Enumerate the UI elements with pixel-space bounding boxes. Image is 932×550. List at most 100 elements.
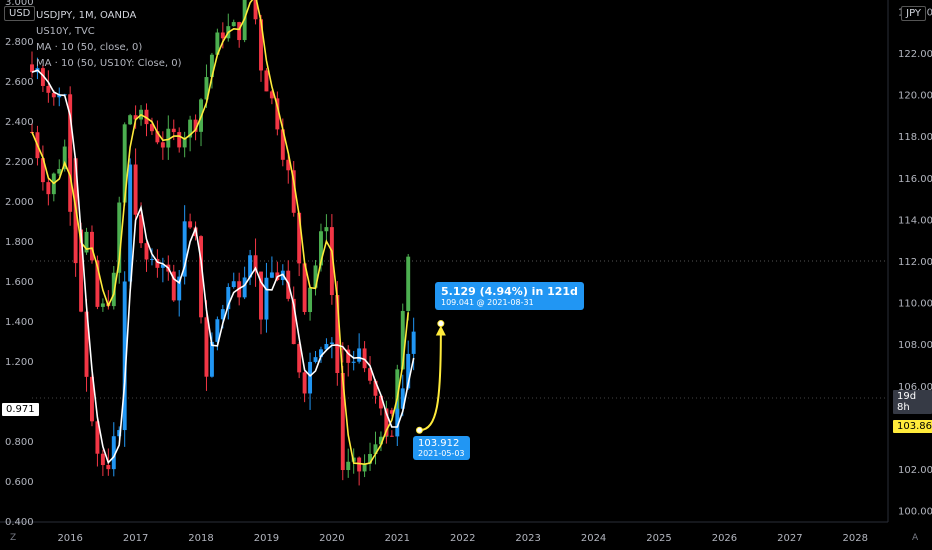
- legend-ma-us10y[interactable]: MA · 10 (50, US10Y: Close, 0): [36, 58, 182, 69]
- right-tick-label: 114.000: [898, 215, 932, 226]
- usdjpy-candles: [30, 51, 416, 477]
- us10y-candle: [406, 256, 411, 311]
- moving-average-lines: [31, 0, 415, 466]
- usdjpy-candle: [51, 92, 56, 98]
- us10y-candle: [357, 457, 362, 472]
- usdjpy-candle: [269, 272, 274, 278]
- left-tick-label: 1.600: [5, 277, 34, 288]
- us10y-candle: [378, 436, 383, 445]
- us10y-candle: [308, 287, 313, 313]
- us10y-candle: [319, 231, 323, 266]
- usdjpy-candle: [128, 164, 133, 282]
- projection-change: 5.129 (4.94%) in 121d: [441, 285, 578, 298]
- x-tick-label: 2023: [515, 533, 540, 544]
- legend-usdjpy[interactable]: USDJPY, 1M, OANDA: [36, 10, 137, 21]
- us10y-candle: [302, 263, 307, 313]
- us10y-candle: [204, 77, 209, 100]
- legend: USDJPY, 1M, OANDA US10Y, TVC MA · 10 (50…: [36, 8, 181, 72]
- usdjpy-candle: [220, 309, 225, 320]
- usdjpy-candle: [68, 94, 73, 159]
- usdjpy-candle: [209, 341, 214, 377]
- usdjpy-candle: [368, 368, 373, 381]
- left-currency-badge[interactable]: USD: [4, 6, 36, 21]
- us10y-candle: [166, 128, 171, 148]
- us10y-candle: [160, 142, 165, 148]
- usdjpy-candle: [106, 465, 111, 470]
- left-tick-label: 2.000: [5, 197, 34, 208]
- us10y-candle: [253, 0, 258, 20]
- usdjpy-candle: [324, 343, 329, 350]
- legend-us10y[interactable]: US10Y, TVC: [36, 26, 95, 37]
- us10y-candle: [90, 231, 94, 261]
- usdjpy-candle: [340, 348, 345, 350]
- usdjpy-candle: [329, 342, 334, 344]
- usdjpy-candle: [117, 430, 122, 437]
- ma-usdjpy-line: [31, 69, 415, 465]
- left-tick-label: 1.400: [5, 317, 34, 328]
- us10y-candle: [400, 310, 405, 370]
- usdjpy-candle: [302, 372, 307, 394]
- right-tick-label: 112.000: [898, 257, 932, 268]
- x-tick-label: 2027: [777, 533, 802, 544]
- usdjpy-candle: [395, 408, 400, 437]
- us10y-candle: [340, 372, 345, 471]
- us10y-candle: [324, 227, 329, 232]
- us10y-candle: [280, 129, 285, 160]
- us10y-candle: [286, 159, 291, 171]
- us10y-candle: [193, 119, 198, 132]
- us10y-candle: [215, 32, 220, 55]
- zoom-reset-icon[interactable]: Z: [10, 533, 17, 543]
- usdjpy-candle: [378, 395, 383, 409]
- us10y-candle: [117, 202, 122, 273]
- x-tick-label: 2021: [385, 533, 410, 544]
- us10y-candle: [346, 461, 351, 471]
- us10y-candle: [95, 260, 100, 307]
- usdjpy-candle: [46, 85, 51, 93]
- us10y-candle: [329, 227, 334, 296]
- us10y-candle: [209, 54, 214, 78]
- usdjpy-candle: [144, 243, 149, 260]
- legend-ma-usdjpy[interactable]: MA · 10 (50, close, 0): [36, 42, 143, 53]
- countdown-tag: 19d 8h: [893, 390, 932, 414]
- us10y-candle: [264, 70, 269, 92]
- left-tick-label: 2.200: [5, 157, 34, 168]
- x-axis: 2016 2017 2018 2019 2020 2021 2022 2023 2024 2025…: [57, 533, 868, 544]
- projection-start-date: 2021-05-03: [418, 449, 465, 458]
- usdjpy-candle: [149, 258, 154, 260]
- usdjpy-candle: [133, 164, 138, 215]
- projection-end-point: [437, 320, 445, 328]
- usdjpy-candle: [264, 277, 269, 320]
- us10y-candle: [149, 124, 154, 132]
- us10y-candle: [373, 444, 378, 454]
- right-tick-label: 108.000: [898, 340, 932, 351]
- right-tick-label: 100.000: [898, 507, 932, 518]
- usdjpy-candle: [357, 348, 362, 362]
- right-tick-label: 116.000: [898, 174, 932, 185]
- us10y-candle: [220, 32, 225, 39]
- usdjpy-candle: [111, 436, 116, 470]
- usdjpy-candle: [177, 276, 182, 301]
- us10y-candle: [122, 124, 127, 203]
- us10y-candle: [313, 265, 318, 288]
- usdjpy-candle: [204, 317, 209, 377]
- left-tick-label: 1.200: [5, 357, 34, 368]
- x-tick-label: 2019: [254, 533, 279, 544]
- left-tick-label: 0.400: [5, 517, 34, 528]
- usdjpy-candle: [308, 361, 313, 394]
- usdjpy-candle: [406, 353, 411, 389]
- auto-scale-icon[interactable]: A: [912, 533, 919, 543]
- us10y-candle: [177, 132, 182, 148]
- usdjpy-candle: [182, 221, 187, 277]
- right-axis: 124.000122.000120.000118.000116.000114.0…: [898, 7, 932, 517]
- right-currency-badge[interactable]: JPY: [901, 6, 926, 21]
- projection-start-callout[interactable]: 103.912 2021-05-03: [413, 436, 470, 460]
- us10y-candles: [30, 0, 411, 486]
- usdjpy-candle: [319, 349, 323, 358]
- left-tick-label: 2.600: [5, 77, 34, 88]
- usdjpy-candle: [95, 421, 100, 454]
- projection-callout[interactable]: 5.129 (4.94%) in 121d 109.041 @ 2021-08-…: [435, 282, 584, 310]
- us10y-candle: [182, 137, 187, 148]
- usdjpy-candle: [199, 236, 203, 318]
- x-tick-label: 2017: [123, 533, 148, 544]
